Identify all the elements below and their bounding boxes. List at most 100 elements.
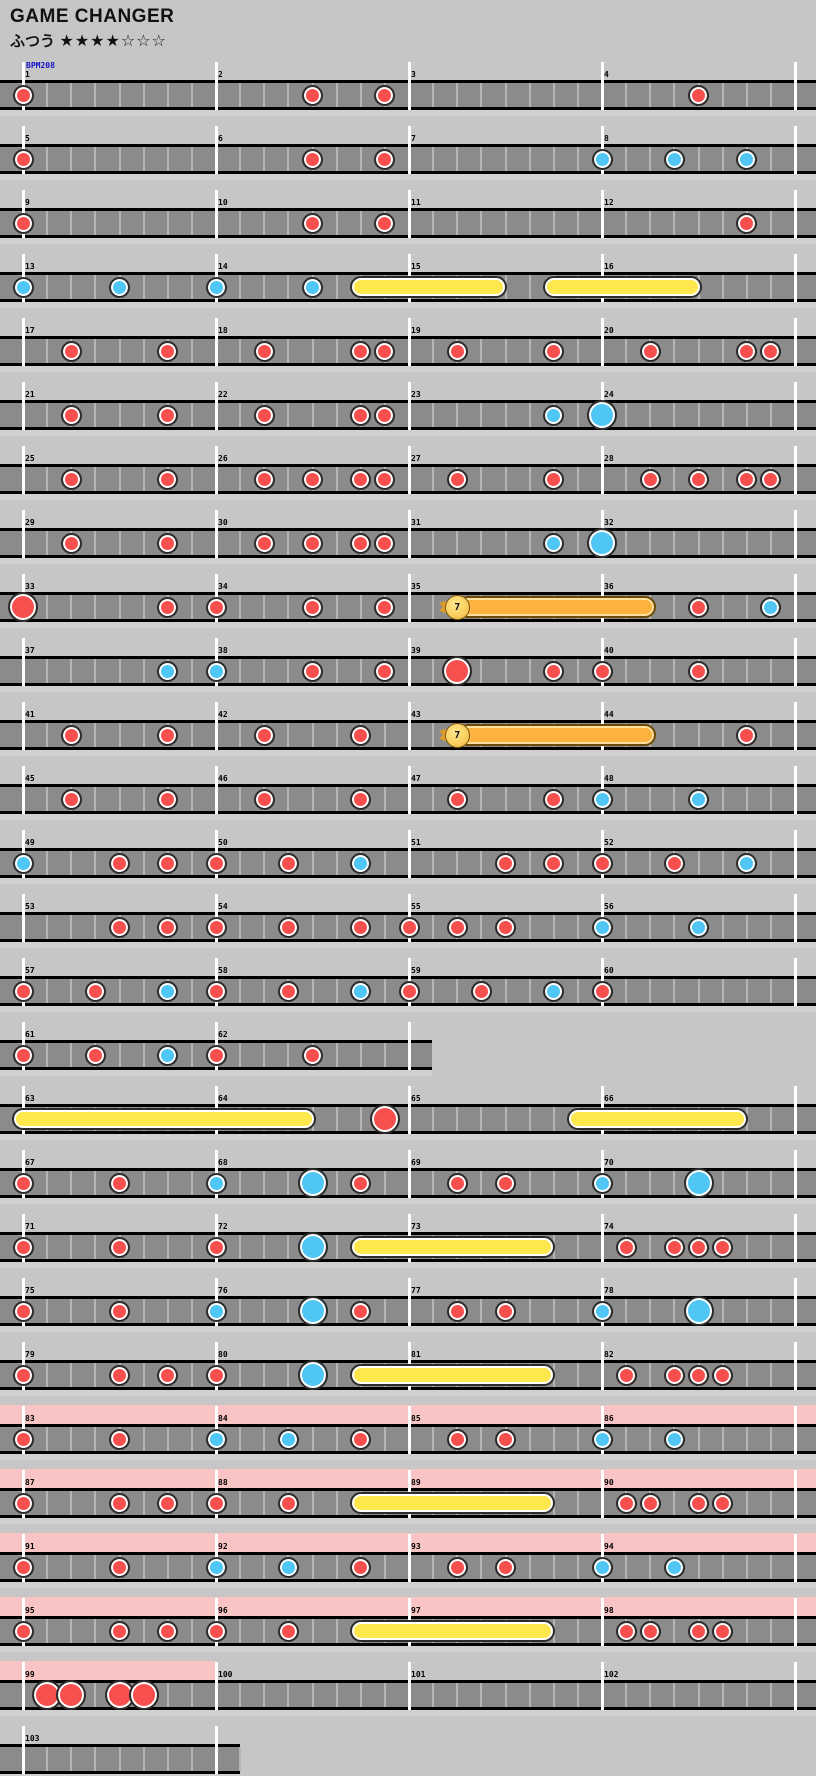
beat-line [46, 723, 49, 747]
beat-line [480, 787, 483, 811]
beat-line [383, 1299, 386, 1323]
beat-line [94, 1747, 97, 1771]
measure-line [214, 318, 218, 366]
beat-line [721, 1427, 724, 1451]
beat-line [432, 659, 435, 683]
measure-number: 42 [218, 710, 228, 719]
note-ka [205, 1300, 227, 1322]
lane-shadow [0, 174, 816, 180]
beat-line [745, 83, 748, 107]
note-don [12, 1492, 34, 1514]
beat-line [528, 915, 531, 939]
measure-number: 17 [25, 326, 35, 335]
beat-line [263, 1363, 266, 1387]
note-don [591, 852, 613, 874]
beat-line [576, 1363, 579, 1387]
beat-line [287, 1683, 290, 1707]
beat-line [432, 339, 435, 363]
beat-line [432, 915, 435, 939]
note-don [60, 532, 82, 554]
beat-line [432, 1683, 435, 1707]
beat-line [769, 1107, 772, 1131]
difficulty-stars: ★★★★☆☆☆ [59, 31, 167, 50]
beat-line [287, 1171, 290, 1195]
beat-line [576, 1171, 579, 1195]
beat-line [383, 1043, 386, 1067]
measure-number: 15 [411, 262, 421, 271]
measure-line [793, 62, 797, 110]
note-don [495, 1172, 516, 1194]
beat-line [94, 659, 97, 683]
beat-line [239, 595, 242, 619]
measure-number: 72 [218, 1222, 228, 1231]
beat-line [311, 339, 314, 363]
beat-line [673, 531, 676, 555]
beat-line [190, 1427, 193, 1451]
note-don [446, 1300, 468, 1322]
measure-number: 59 [411, 966, 421, 975]
beat-line [190, 1747, 193, 1771]
beat-line [142, 915, 145, 939]
beat-line [70, 147, 73, 171]
beat-line [625, 147, 628, 171]
note-don [302, 660, 323, 682]
beat-line [528, 211, 531, 235]
beat-line [576, 915, 579, 939]
measure-line [793, 1406, 797, 1454]
note-ka [663, 1556, 685, 1578]
beat-line [118, 339, 121, 363]
measure-number: 38 [218, 646, 228, 655]
beat-line [94, 83, 97, 107]
beat-line [94, 851, 97, 875]
beat-line [142, 339, 145, 363]
beat-line [432, 1427, 435, 1451]
beat-line [263, 1171, 266, 1195]
beat-line [46, 1747, 49, 1771]
beat-line [311, 915, 314, 939]
beat-line [528, 979, 531, 1003]
lane-shadow [0, 878, 816, 884]
beat-line [359, 147, 362, 171]
beat-line [94, 211, 97, 235]
note-don [109, 1236, 130, 1258]
note-ka [543, 404, 565, 426]
measure-number: 83 [25, 1414, 35, 1423]
note-ka [277, 1556, 299, 1578]
beat-line [697, 403, 700, 427]
beat-line [239, 915, 242, 939]
measure-line [407, 126, 411, 174]
note-ka [205, 660, 227, 682]
measure-line [793, 958, 797, 1006]
beat-line [311, 979, 314, 1003]
beat-line [504, 1107, 507, 1131]
beat-line [697, 723, 700, 747]
note-ka [350, 980, 372, 1002]
measure-number: 68 [218, 1158, 228, 1167]
beat-line [335, 979, 338, 1003]
beat-line [142, 851, 145, 875]
note-ka [543, 980, 565, 1002]
note-don [374, 148, 396, 170]
note-ka [591, 148, 613, 170]
measure-line [407, 574, 411, 622]
beat-line [576, 1427, 579, 1451]
beat-line [528, 339, 531, 363]
beat-line [480, 467, 483, 491]
note-ka-big [297, 1296, 328, 1326]
measure-number: 32 [604, 518, 614, 527]
note-don [495, 916, 516, 938]
measure-line [407, 638, 411, 686]
measure-number: 45 [25, 774, 35, 783]
beat-line [70, 275, 73, 299]
beat-line [721, 979, 724, 1003]
note-don [302, 212, 323, 234]
beat-line [673, 467, 676, 491]
beat-line [745, 275, 748, 299]
beat-line [359, 1043, 362, 1067]
measure-number: 89 [411, 1478, 421, 1487]
lane-shadow [0, 1262, 816, 1268]
beat-line [649, 1363, 652, 1387]
note-ka-big [587, 528, 617, 558]
note-don [157, 532, 179, 554]
beat-line [335, 531, 338, 555]
